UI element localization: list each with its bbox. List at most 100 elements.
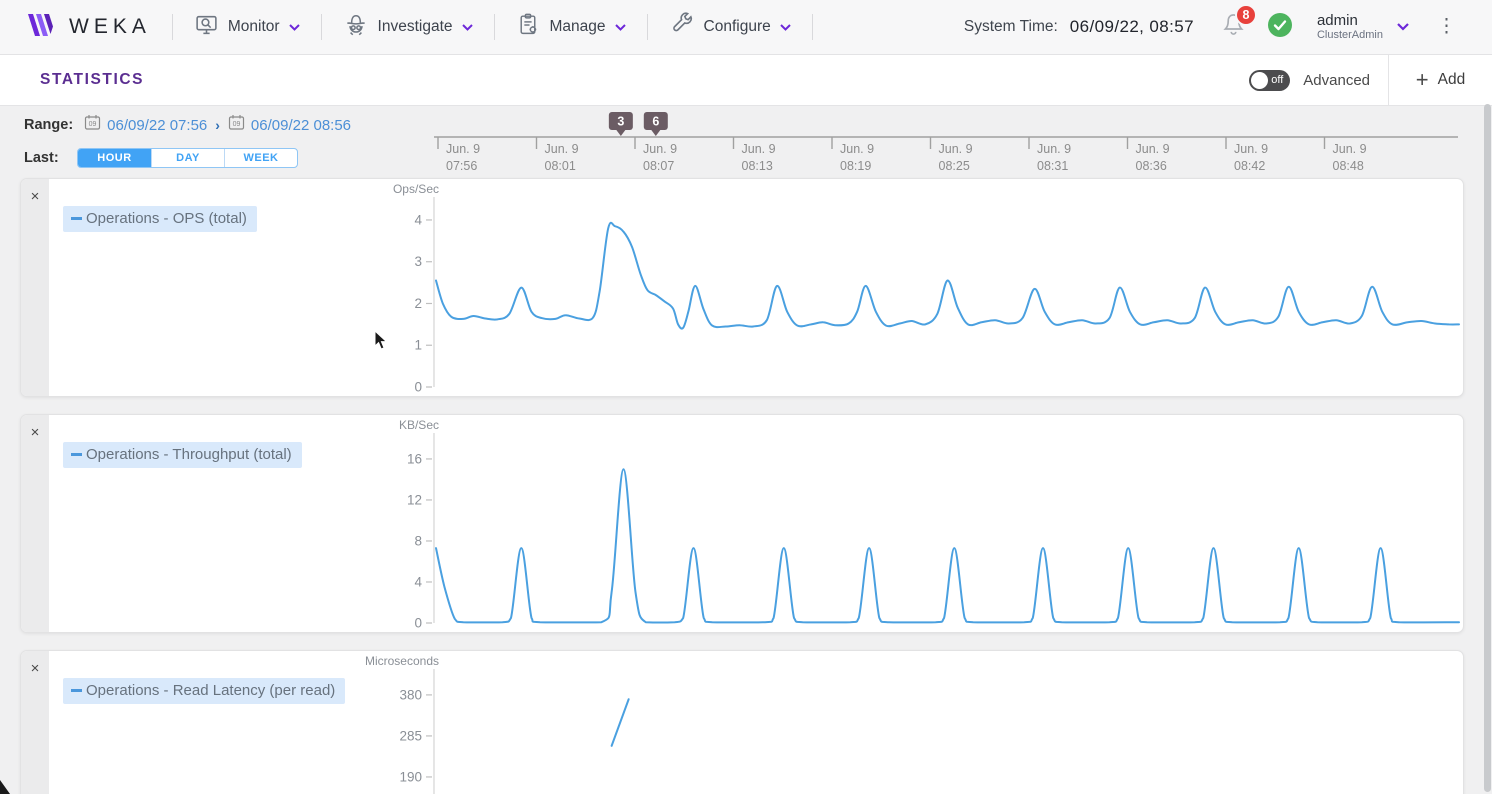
- add-label: Add: [1437, 71, 1466, 88]
- range-label: Range:: [24, 117, 74, 133]
- chart-card-read-latency: × Microseconds 190 285 380 Operations - Rea…: [20, 650, 1464, 794]
- svg-text:Jun. 9: Jun. 9: [643, 142, 677, 156]
- svg-text:08:48: 08:48: [1333, 159, 1364, 173]
- chart-card-throughput: × KB/Sec 0 4 8 12 16 Operations - Throughput …: [20, 414, 1464, 633]
- close-icon[interactable]: ×: [30, 660, 40, 677]
- svg-text:Jun. 9: Jun. 9: [1333, 142, 1367, 156]
- svg-text:08:01: 08:01: [545, 159, 576, 173]
- nav-item-monitor[interactable]: Monitor: [194, 12, 300, 42]
- chevron-right-icon: ›: [215, 117, 220, 133]
- nav-item-manage[interactable]: Manage: [516, 12, 626, 42]
- kebab-menu-icon[interactable]: ⋮: [1437, 16, 1456, 37]
- user-role: ClusterAdmin: [1316, 29, 1383, 42]
- legend-chip-ops[interactable]: Operations - OPS (total): [63, 206, 257, 232]
- calendar-icon[interactable]: 09: [228, 114, 245, 136]
- calendar-icon[interactable]: 09: [84, 114, 101, 136]
- svg-text:0: 0: [414, 380, 422, 395]
- svg-text:Jun. 9: Jun. 9: [840, 142, 874, 156]
- nav-label: Manage: [549, 18, 606, 35]
- nav-item-investigate[interactable]: Investigate: [343, 12, 473, 43]
- svg-text:0: 0: [414, 616, 422, 631]
- line-chart-ops: Ops/Sec 0 1 2 3 4: [393, 182, 1460, 395]
- divider: [1388, 55, 1389, 105]
- series-color-dash: [71, 453, 82, 456]
- timeline-axis[interactable]: Jun. 9 07:56 Jun. 9 08:01 Jun. 9 08:07 Jun. 9 0…: [430, 104, 1475, 176]
- svg-text:08:07: 08:07: [643, 159, 674, 173]
- titlebar-controls: off Advanced + Add: [1249, 55, 1492, 105]
- close-icon[interactable]: ×: [30, 188, 40, 205]
- svg-text:08:42: 08:42: [1234, 159, 1265, 173]
- last-segmented-control: HOUR DAY WEEK: [77, 148, 298, 168]
- svg-text:Ops/Sec: Ops/Sec: [393, 182, 439, 196]
- configure-icon: [669, 11, 695, 43]
- svg-text:4: 4: [414, 212, 422, 227]
- svg-text:285: 285: [399, 728, 422, 743]
- range-start-date[interactable]: 06/09/22 07:56: [107, 116, 208, 134]
- top-nav: WEKA Monitor Investigate: [0, 0, 1492, 55]
- last-option-week[interactable]: WEEK: [224, 149, 297, 167]
- svg-text:Jun. 9: Jun. 9: [939, 142, 973, 156]
- system-time-label: System Time:: [963, 18, 1058, 35]
- notification-count-badge: 8: [1234, 4, 1257, 26]
- svg-text:08:25: 08:25: [939, 159, 970, 173]
- svg-text:Jun. 9: Jun. 9: [742, 142, 776, 156]
- chevron-down-icon: [288, 18, 300, 36]
- svg-text:Jun. 9: Jun. 9: [1136, 142, 1170, 156]
- svg-text:380: 380: [399, 687, 422, 702]
- last-row: Last: HOUR DAY WEEK: [24, 148, 298, 168]
- chevron-down-icon: [461, 18, 473, 36]
- user-name: admin: [1316, 12, 1358, 30]
- user-chevron-down-icon[interactable]: [1397, 18, 1409, 36]
- chevron-down-icon: [780, 18, 791, 36]
- svg-text:Microseconds: Microseconds: [365, 654, 439, 668]
- page-title: STATISTICS: [40, 71, 145, 88]
- last-option-day[interactable]: DAY: [151, 149, 224, 167]
- legend-chip-read-latency[interactable]: Operations - Read Latency (per read): [63, 678, 346, 704]
- card-drag-strip[interactable]: [21, 179, 49, 396]
- divider: [171, 14, 173, 40]
- divider: [646, 14, 648, 40]
- card-drag-strip[interactable]: [21, 651, 49, 794]
- nav-item-configure[interactable]: Configure: [669, 11, 791, 43]
- svg-text:4: 4: [414, 574, 422, 589]
- legend-chip-throughput[interactable]: Operations - Throughput (total): [63, 442, 302, 468]
- nav-label: Monitor: [227, 18, 280, 35]
- toggle-knob: [1251, 71, 1269, 89]
- svg-text:2: 2: [414, 296, 422, 311]
- weka-logo[interactable]: WEKA: [28, 13, 151, 41]
- svg-text:08:36: 08:36: [1136, 159, 1167, 173]
- svg-text:Jun. 9: Jun. 9: [1234, 142, 1268, 156]
- range-end-date[interactable]: 06/09/22 08:56: [250, 116, 352, 134]
- filters-bar: Range: 09 06/09/22 07:56 › 09 06/09/22 0…: [0, 106, 1492, 178]
- user-menu[interactable]: admin ClusterAdmin: [1317, 12, 1383, 42]
- last-label: Last:: [24, 150, 59, 166]
- vertical-scrollbar[interactable]: [1484, 104, 1491, 792]
- svg-text:3: 3: [414, 254, 422, 269]
- svg-text:Jun. 9: Jun. 9: [1037, 142, 1071, 156]
- advanced-toggle[interactable]: off: [1249, 69, 1291, 91]
- svg-text:07:56: 07:56: [446, 159, 477, 173]
- mouse-cursor-fragment: [0, 780, 10, 794]
- nav-label: Configure: [703, 18, 771, 35]
- svg-text:8: 8: [414, 533, 422, 548]
- add-button[interactable]: + Add: [1389, 55, 1492, 105]
- bell-icon: [1220, 14, 1247, 42]
- divider: [320, 14, 322, 40]
- cluster-health-icon[interactable]: [1267, 12, 1293, 43]
- svg-text:08:31: 08:31: [1037, 159, 1068, 173]
- nav-right: System Time: 06/09/22, 08:57 8 admin Clu…: [963, 4, 1492, 43]
- svg-text:3: 3: [617, 115, 624, 129]
- weka-logo-icon: [28, 13, 58, 41]
- nav-label: Investigate: [377, 18, 453, 35]
- toggle-state-label: off: [1271, 73, 1284, 86]
- range-row: Range: 09 06/09/22 07:56 › 09 06/09/22 0…: [24, 114, 351, 136]
- advanced-label: Advanced: [1303, 71, 1370, 89]
- last-option-hour[interactable]: HOUR: [78, 149, 151, 167]
- legend-label: Operations - OPS (total): [86, 210, 247, 227]
- legend-label: Operations - Read Latency (per read): [86, 682, 336, 699]
- svg-text:08:19: 08:19: [840, 159, 871, 173]
- close-icon[interactable]: ×: [30, 424, 40, 441]
- series-color-dash: [71, 689, 82, 692]
- card-drag-strip[interactable]: [21, 415, 49, 632]
- notifications-button[interactable]: 8: [1220, 4, 1257, 43]
